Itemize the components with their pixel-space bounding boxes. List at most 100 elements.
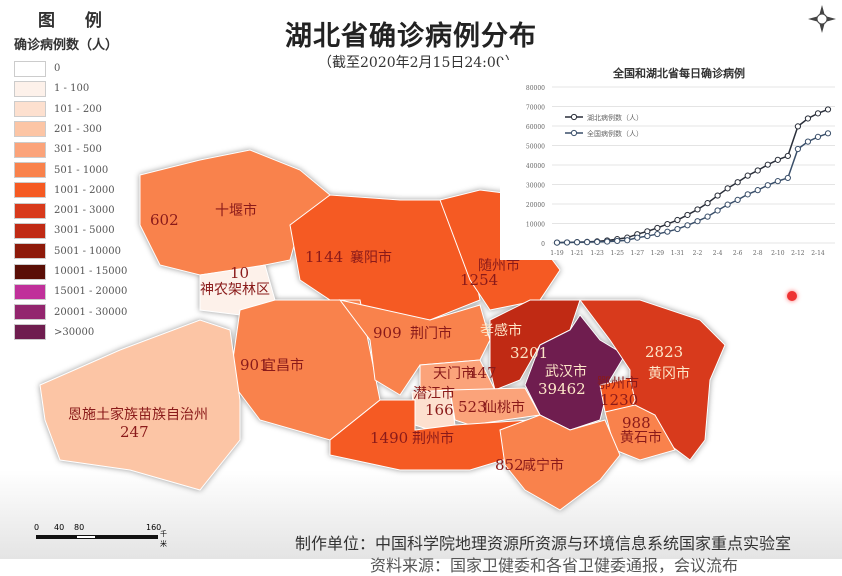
legend-swatch: [14, 202, 46, 219]
legend-swatch: [14, 222, 46, 239]
data-point: [734, 179, 741, 186]
region-cases: 988: [622, 414, 651, 432]
region-cases: 901: [240, 356, 269, 374]
region-cases: 1230: [600, 391, 638, 409]
region-cases: 447: [468, 364, 497, 382]
cursor-indicator: [787, 291, 797, 301]
legend-label: 501 - 1000: [54, 164, 109, 176]
y-tick-label: 40000: [526, 163, 545, 170]
data-point: [804, 115, 812, 122]
legend-label: 3001 - 5000: [54, 225, 115, 237]
data-point: [644, 232, 651, 240]
region-9[interactable]: [579, 299, 726, 461]
region-name: 武汉市: [545, 363, 587, 380]
legend-swatch: [14, 263, 46, 280]
data-point: [704, 213, 711, 220]
x-tick-label: 2-6: [733, 250, 743, 257]
region-name: 仙桃市: [483, 399, 525, 416]
data-point: [553, 239, 561, 246]
region-cases: 523: [458, 398, 487, 416]
y-tick-label: 70000: [526, 105, 545, 112]
compass-icon: [808, 5, 836, 33]
legend-swatch: [14, 304, 46, 321]
legend-marker: [570, 129, 578, 137]
x-tick-label: 2-14: [811, 250, 825, 257]
data-point: [814, 133, 822, 141]
data-point: [694, 206, 701, 213]
legend-swatch: [14, 121, 46, 138]
scale-tick: 0: [34, 523, 40, 532]
legend-swatch: [14, 60, 46, 77]
data-point: [674, 225, 681, 233]
data-point: [684, 222, 691, 229]
data-point: [774, 178, 781, 185]
y-tick-label: 10000: [526, 222, 545, 229]
region-name: 荆州市: [412, 430, 454, 447]
legend-item: 0: [14, 60, 60, 77]
legend-swatch: [14, 243, 46, 260]
data-point: [573, 239, 581, 246]
y-tick-label: 30000: [526, 183, 545, 190]
region-name: 荆门市: [410, 325, 452, 342]
region-name: 襄阳市: [350, 249, 392, 266]
region-name: 孝感市: [480, 322, 522, 339]
legend-label: 15001 - 20000: [54, 286, 128, 298]
data-point: [694, 218, 701, 225]
legend-label: 0: [54, 63, 61, 74]
region-14[interactable]: [599, 377, 636, 413]
data-point: [684, 211, 691, 219]
legend-swatch: [14, 101, 46, 118]
region-16[interactable]: [499, 414, 621, 511]
region-1[interactable]: [289, 194, 481, 321]
region-cases: 3201: [510, 344, 548, 362]
data-point: [654, 230, 661, 238]
y-tick-label: 0: [541, 241, 545, 248]
data-point: [744, 191, 751, 198]
chart-title: 全国和湖北省每日确诊病例: [612, 66, 745, 80]
region-name: 宜昌市: [262, 357, 304, 374]
data-point: [764, 182, 771, 189]
region-cases: 1144: [305, 248, 343, 266]
data-point: [774, 156, 781, 163]
region-name: 黄石市: [620, 429, 662, 446]
data-point: [654, 224, 661, 232]
data-point: [754, 167, 761, 174]
data-point: [714, 192, 721, 199]
legend-label: 20001 - 30000: [54, 306, 128, 318]
scale-unit: 千米: [160, 530, 167, 548]
legend-swatch: [14, 162, 46, 178]
data-point: [754, 187, 761, 194]
region-12[interactable]: [449, 387, 541, 426]
data-point: [704, 200, 711, 207]
region-cases: 1490: [370, 429, 408, 447]
x-tick-label: 1-23: [590, 250, 604, 257]
y-tick-label: 50000: [526, 144, 545, 151]
region-name: 神农架林区: [200, 282, 270, 298]
legend-item: 5001 - 10000: [14, 243, 121, 260]
data-point: [734, 196, 741, 203]
legend-label: 2001 - 3000: [54, 205, 115, 217]
legend-label: 101 - 200: [54, 103, 102, 115]
x-tick-label: 1-27: [631, 250, 645, 257]
data-point: [794, 123, 801, 130]
page-subtitle: （截至2020年2月15日24:00）: [318, 55, 519, 71]
data-point: [724, 185, 731, 192]
data-point: [634, 234, 641, 241]
data-point: [764, 161, 771, 168]
x-tick-label: 1-29: [651, 250, 665, 257]
x-tick-label: 2-8: [753, 250, 763, 257]
x-tick-label: 1-25: [610, 250, 624, 257]
x-tick-label: 1-31: [671, 250, 684, 257]
series-line-1: [556, 132, 829, 244]
legend-swatch: [14, 141, 46, 158]
region-name: 潜江市: [413, 385, 455, 402]
x-tick-label: 2-10: [771, 250, 785, 257]
region-cases: 1254: [460, 271, 498, 289]
legend-item: 201 - 300: [14, 121, 102, 138]
legend-label: 201 - 300: [54, 123, 102, 135]
region-cases: 247: [120, 423, 149, 441]
legend-item: 15001 - 20000: [14, 283, 127, 300]
region-name: 黄冈市: [648, 365, 690, 382]
region-5[interactable]: [39, 319, 241, 491]
